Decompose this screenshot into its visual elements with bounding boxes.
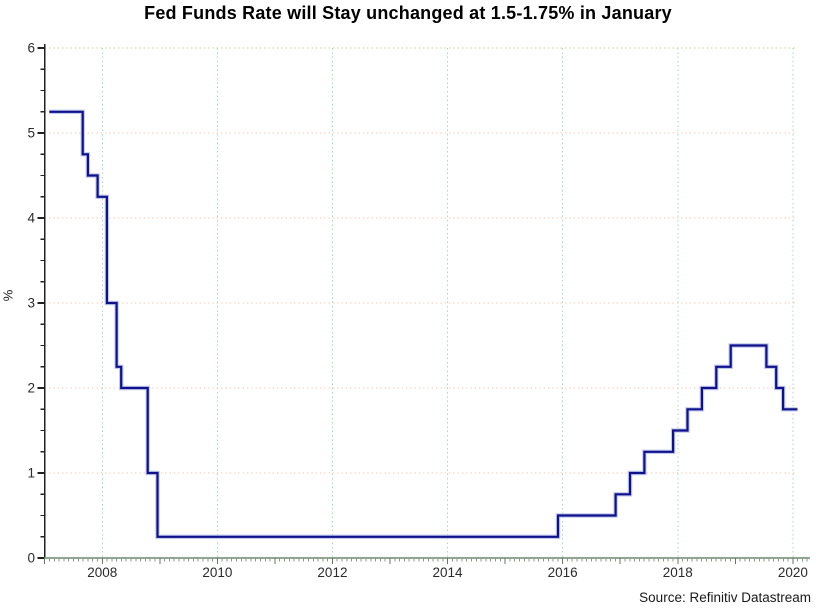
svg-text:2010: 2010 bbox=[202, 565, 232, 580]
svg-text:2008: 2008 bbox=[87, 565, 117, 580]
svg-text:2: 2 bbox=[27, 381, 35, 396]
svg-text:6: 6 bbox=[27, 41, 35, 56]
svg-text:4: 4 bbox=[27, 211, 35, 226]
svg-text:0: 0 bbox=[27, 551, 35, 566]
svg-text:2020: 2020 bbox=[778, 565, 808, 580]
rate-step-line bbox=[49, 109, 798, 539]
vertical-gridlines bbox=[101, 48, 794, 558]
y-axis-ticks bbox=[37, 47, 45, 559]
svg-text:2018: 2018 bbox=[663, 565, 693, 580]
x-axis-ticks bbox=[44, 558, 808, 564]
svg-text:2014: 2014 bbox=[433, 565, 464, 580]
svg-text:2012: 2012 bbox=[317, 565, 347, 580]
y-tick-labels: 0 1 2 3 4 5 6 bbox=[27, 41, 35, 566]
source-caption: Source: Refinitiv Datastream bbox=[639, 590, 811, 605]
x-tick-labels: 2008 2010 2012 2014 2016 2018 2020 bbox=[87, 565, 808, 580]
svg-text:5: 5 bbox=[27, 126, 35, 141]
svg-text:3: 3 bbox=[27, 296, 35, 311]
chart-title: Fed Funds Rate will Stay unchanged at 1.… bbox=[144, 3, 672, 23]
svg-text:2016: 2016 bbox=[548, 565, 578, 580]
svg-text:1: 1 bbox=[27, 466, 35, 481]
horizontal-gridlines bbox=[44, 47, 797, 474]
